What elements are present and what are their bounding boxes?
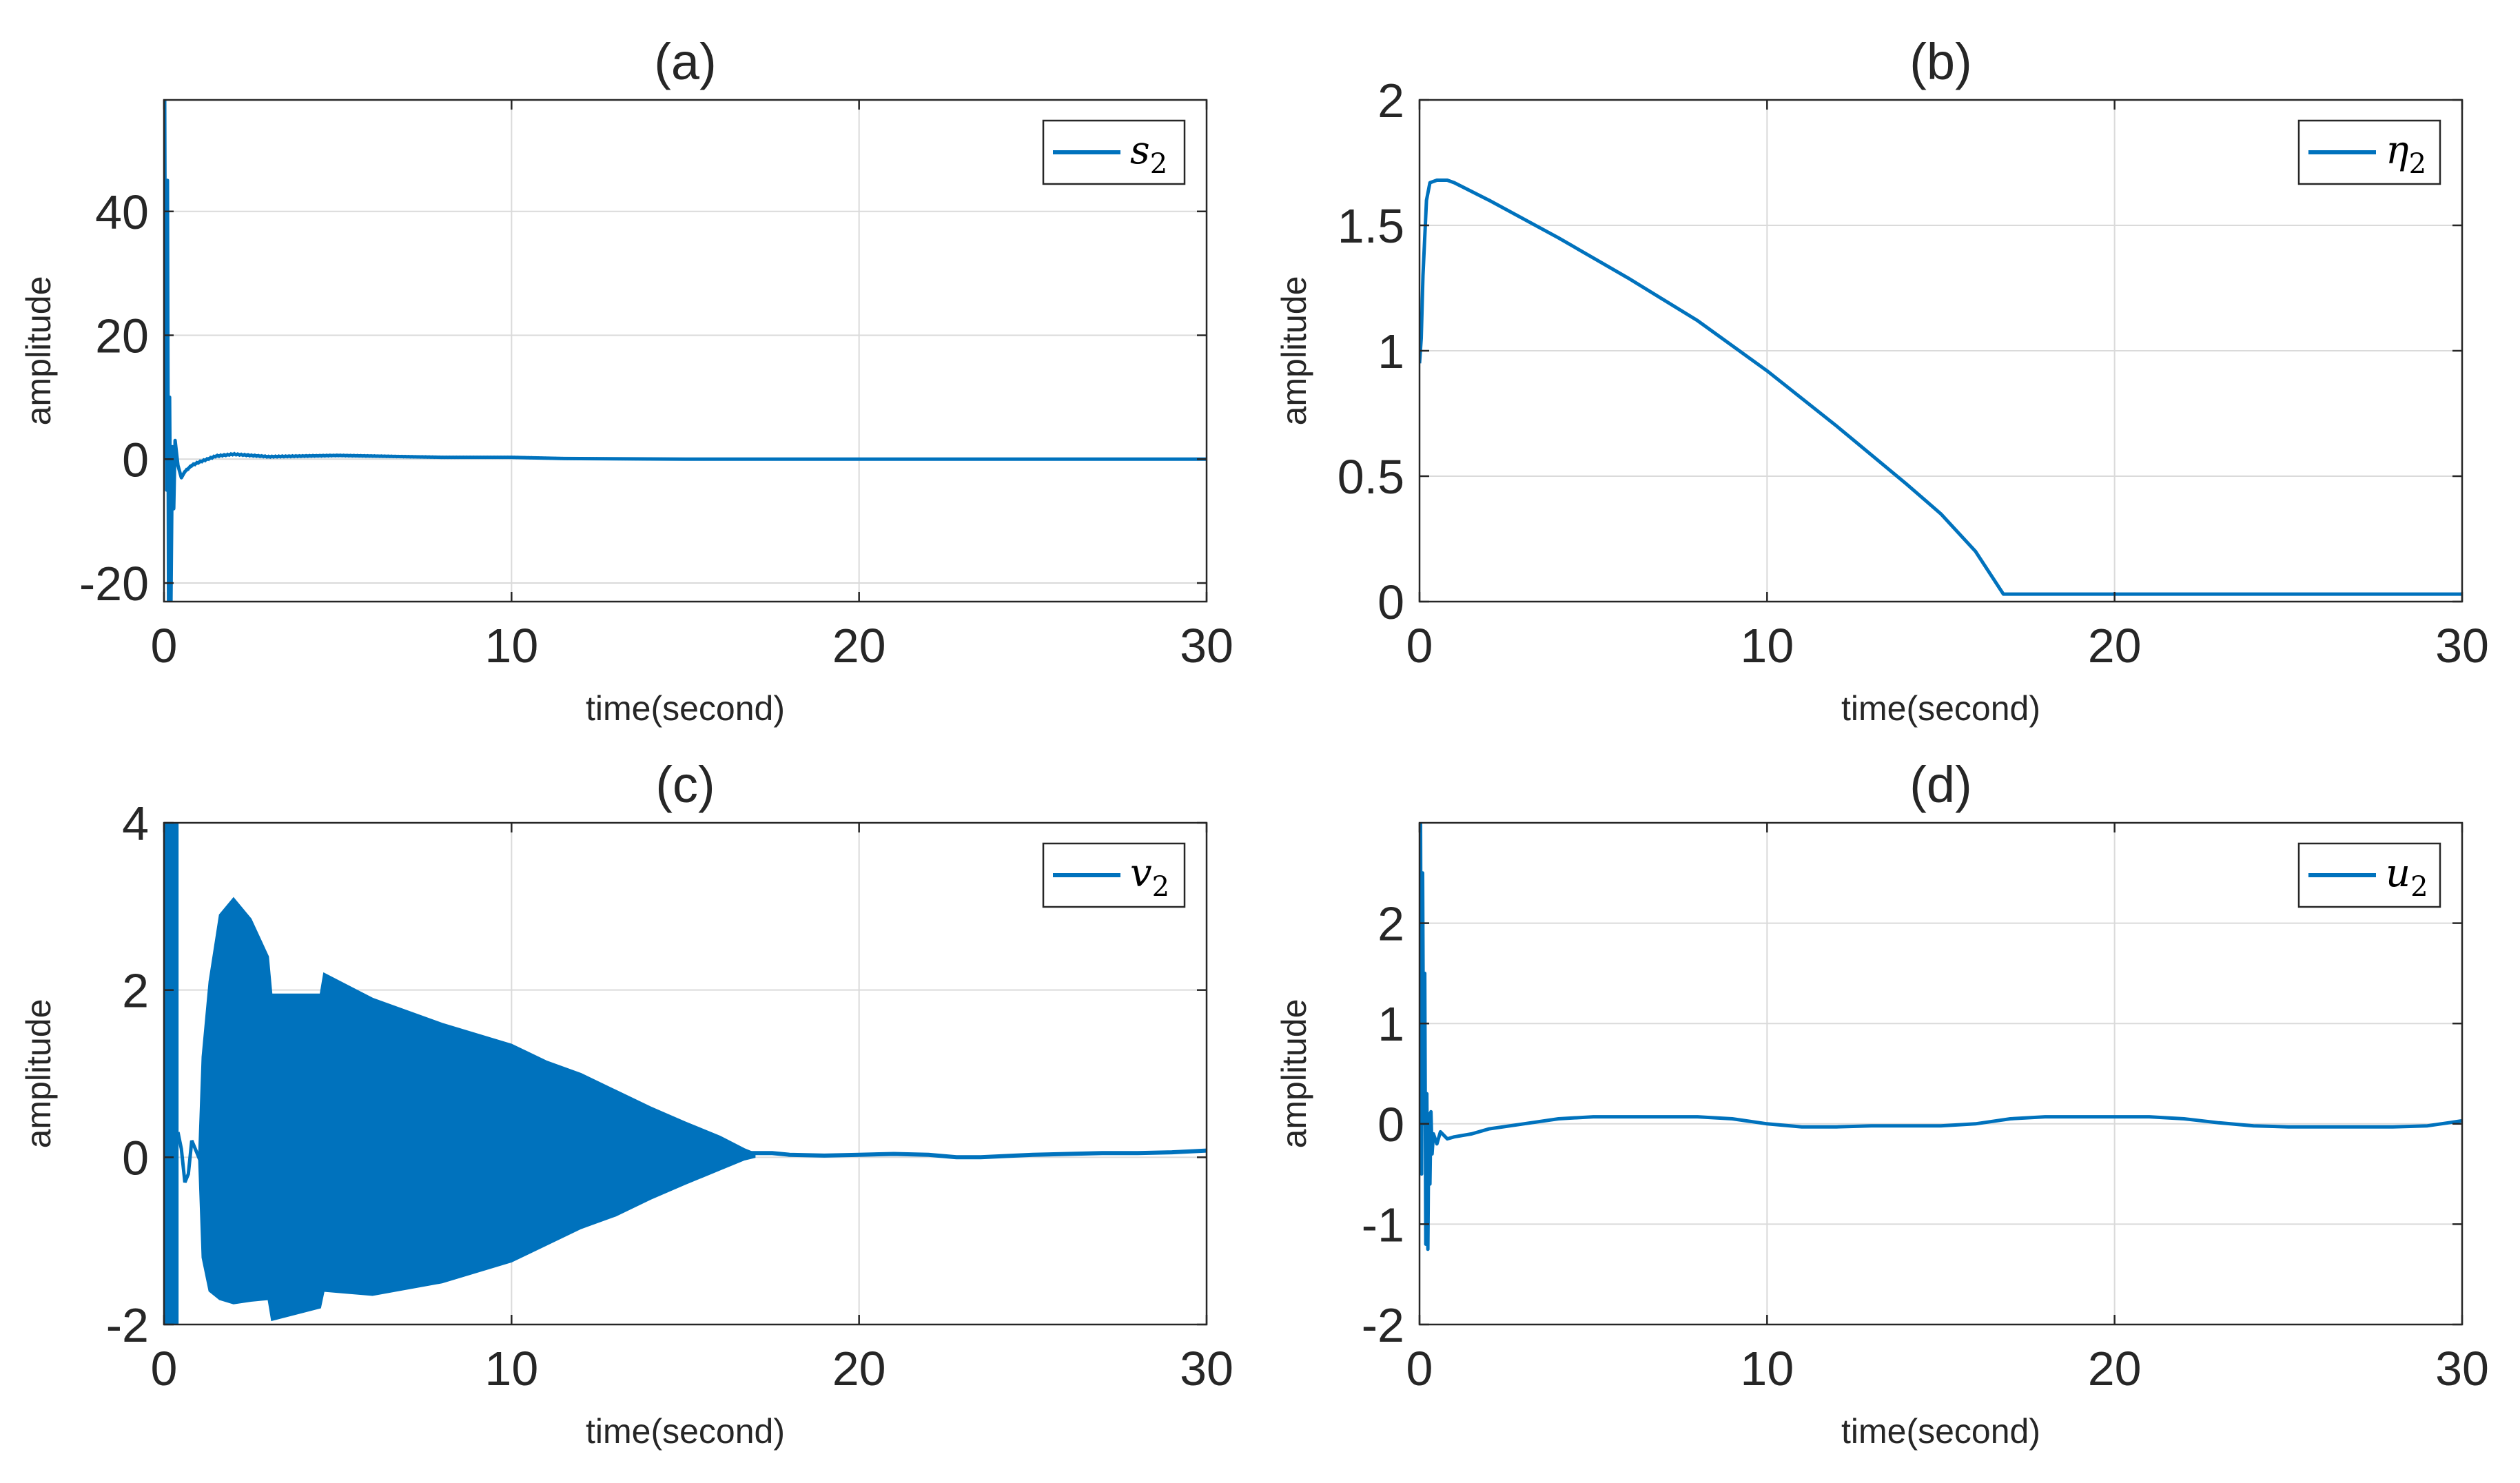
x-tick-label: 20	[832, 1342, 886, 1395]
y-tick-label: 1	[1377, 325, 1404, 378]
x-tick-label: 10	[484, 1342, 538, 1395]
y-tick-label: 4	[122, 797, 149, 850]
legend: η2	[2297, 119, 2441, 185]
plot-area	[1420, 823, 2462, 1325]
x-axis-label: time(second)	[586, 689, 785, 728]
series-line	[1420, 178, 2462, 596]
x-axis-label: time(second)	[586, 1412, 785, 1451]
series-group	[164, 823, 1207, 1325]
y-axis-label: amplitude	[19, 999, 58, 1149]
y-tick-label: 0	[1377, 1098, 1404, 1152]
y-axis-label: amplitude	[1275, 276, 1313, 426]
chart-panel-3: 0 10 20 30 -2 -1 0 1 2 (d) time(second) amplitude u2	[1275, 756, 2489, 1451]
y-tick-label: 2	[122, 964, 149, 1018]
y-tick-label: 1	[1377, 997, 1404, 1051]
x-tick-label: 30	[2435, 619, 2489, 673]
series-group	[1420, 178, 2462, 596]
plot-area	[164, 100, 1207, 602]
y-tick-label: -20	[79, 557, 149, 611]
legend-label: η2	[2386, 128, 2426, 180]
y-tick-label: 2	[1377, 897, 1404, 951]
series-line-texture	[180, 451, 1207, 480]
x-tick-label: 10	[1740, 619, 1794, 673]
legend: s2	[1042, 119, 1186, 185]
x-axis-label: time(second)	[1841, 1412, 2040, 1451]
x-tick-label: 30	[1180, 619, 1233, 673]
x-tick-label: 20	[832, 619, 886, 673]
x-axis-label: time(second)	[1841, 689, 2040, 728]
legend-label: u2	[2386, 851, 2428, 903]
y-tick-label: 0	[1377, 575, 1404, 629]
legend: v2	[1042, 842, 1186, 908]
y-tick-label: 2	[1377, 74, 1404, 127]
axes-box	[1418, 821, 2463, 1326]
legend-label: s2	[1130, 128, 1167, 180]
x-tick-label: 30	[1180, 1342, 1233, 1395]
chart-panel-1: 0 10 20 30 0 0.5 1 1.5 2 (b) time(second) amplitude…	[1275, 33, 2489, 728]
y-tick-label: 1.5	[1338, 199, 1404, 253]
y-tick-label: 0	[122, 1131, 149, 1185]
chart-panel-0: 0 10 20 30-2002040(a)time(second)amplitudes…	[19, 33, 1233, 728]
y-tick-label: 40	[95, 185, 149, 239]
legend: u2	[2297, 842, 2441, 908]
y-tick-label: -2	[1362, 1298, 1404, 1352]
y-tick-label: 0.5	[1338, 450, 1404, 504]
x-tick-label: 0	[151, 1342, 178, 1395]
axes-box	[163, 99, 1208, 603]
chart-title: (a)	[654, 33, 716, 90]
legend-label: v2	[1130, 851, 1169, 903]
axes-box	[163, 821, 1208, 1326]
x-tick-label: 0	[1406, 619, 1433, 673]
x-tick-label: 10	[1740, 1342, 1794, 1395]
y-axis-label: amplitude	[1275, 999, 1313, 1149]
chart-title: (c)	[655, 756, 715, 813]
y-tick-label: -2	[106, 1298, 149, 1352]
y-axis-label: amplitude	[19, 276, 58, 426]
y-tick-label: -1	[1362, 1198, 1404, 1251]
x-tick-label: 20	[2088, 619, 2142, 673]
y-tick-label: 20	[95, 309, 149, 363]
series-line	[744, 1148, 1207, 1160]
x-tick-label: 0	[151, 619, 178, 673]
x-tick-label: 20	[2088, 1342, 2142, 1395]
y-tick-label: 0	[122, 433, 149, 487]
chart-title: (b)	[1909, 33, 1971, 90]
x-tick-label: 10	[484, 619, 538, 673]
x-tick-label: 0	[1406, 1342, 1433, 1395]
chart-title: (d)	[1909, 756, 1971, 813]
x-tick-label: 30	[2435, 1342, 2489, 1395]
